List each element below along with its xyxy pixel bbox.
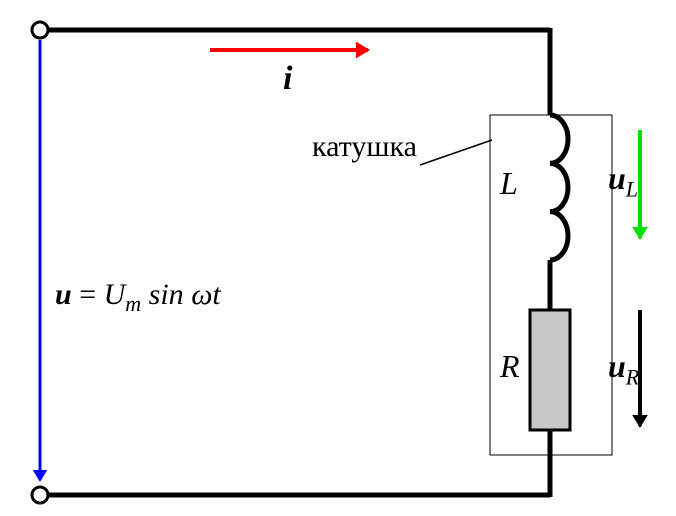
source-voltage-label: u = Um sin ωt [55, 278, 221, 317]
coil-label: катушка [312, 130, 417, 164]
u-symbol: u [55, 278, 72, 311]
resistor-label: R [500, 348, 520, 385]
equals: = [72, 278, 104, 311]
inductor-label: L [500, 165, 518, 202]
Um-sub: m [125, 291, 141, 316]
Um-symbol: U [104, 278, 126, 311]
uL-label: uL [608, 160, 638, 202]
uR-label: uR [608, 348, 639, 390]
sin: sin [141, 278, 191, 311]
current-label: i [283, 60, 292, 98]
t-symbol: t [212, 278, 220, 311]
circuit-diagram [0, 0, 676, 516]
omega: ω [191, 278, 212, 311]
